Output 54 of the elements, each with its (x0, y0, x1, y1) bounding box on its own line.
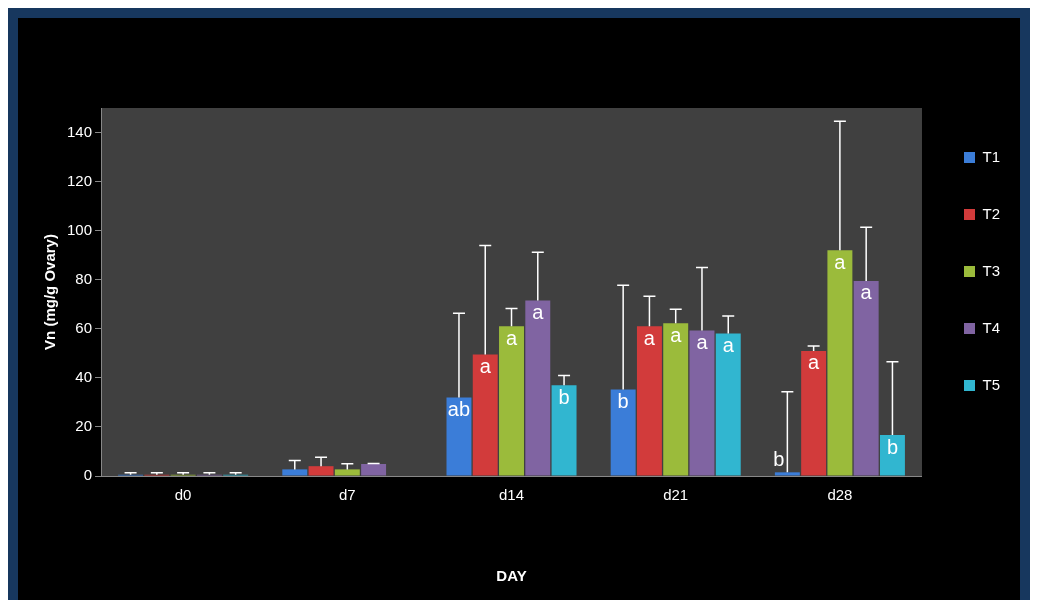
bar (689, 330, 715, 476)
data-label: a (834, 250, 847, 273)
data-label: a (722, 333, 735, 356)
data-label: ab (447, 398, 471, 421)
x-tick-label: d21 (663, 486, 689, 504)
bar (551, 385, 577, 476)
y-tick-label: 20 (75, 417, 93, 435)
legend-label: T1 (982, 147, 1001, 165)
bar (827, 250, 853, 476)
bar (361, 463, 387, 476)
legend-label: T3 (982, 261, 1001, 279)
bar (636, 326, 662, 476)
y-tick-label: 80 (75, 269, 93, 287)
bar (801, 350, 827, 476)
data-label: a (479, 355, 492, 378)
data-label: a (532, 301, 545, 324)
y-tick-label: 100 (67, 220, 93, 238)
x-tick-label: d28 (827, 486, 853, 504)
data-label: a (670, 323, 683, 346)
legend-label: T2 (982, 204, 1001, 222)
bar (334, 469, 360, 476)
data-label: a (505, 326, 518, 349)
bar (774, 472, 800, 476)
y-tick-label: 60 (75, 318, 93, 336)
x-axis-title: DAY (496, 567, 527, 585)
data-label: b (886, 435, 898, 458)
bar (853, 280, 879, 476)
data-label: a (643, 326, 656, 349)
bar (663, 323, 689, 476)
data-label: a (860, 281, 873, 304)
legend-label: T4 (982, 318, 1001, 336)
bar (308, 466, 334, 476)
bar (446, 397, 472, 476)
legend-label: T5 (982, 375, 1001, 393)
y-tick-label: 140 (67, 122, 93, 140)
bar (610, 389, 636, 476)
data-label: a (808, 351, 821, 374)
x-tick-label: d0 (174, 486, 192, 504)
data-label: b (558, 385, 570, 408)
y-tick-label: 40 (75, 368, 93, 386)
bar (525, 300, 551, 476)
y-tick-label: 120 (67, 171, 93, 189)
y-tick-label: 0 (83, 466, 93, 484)
bar (715, 333, 741, 476)
bar (472, 354, 498, 476)
bar (879, 435, 905, 476)
data-label: b (773, 447, 785, 470)
bar (499, 326, 524, 476)
x-tick-label: d14 (499, 486, 525, 504)
data-label: b (617, 389, 629, 412)
x-tick-label: d7 (338, 486, 356, 504)
y-axis-title: Vn (mg/g Ovary) (41, 234, 59, 350)
bar (282, 469, 308, 476)
data-label: a (696, 331, 709, 354)
